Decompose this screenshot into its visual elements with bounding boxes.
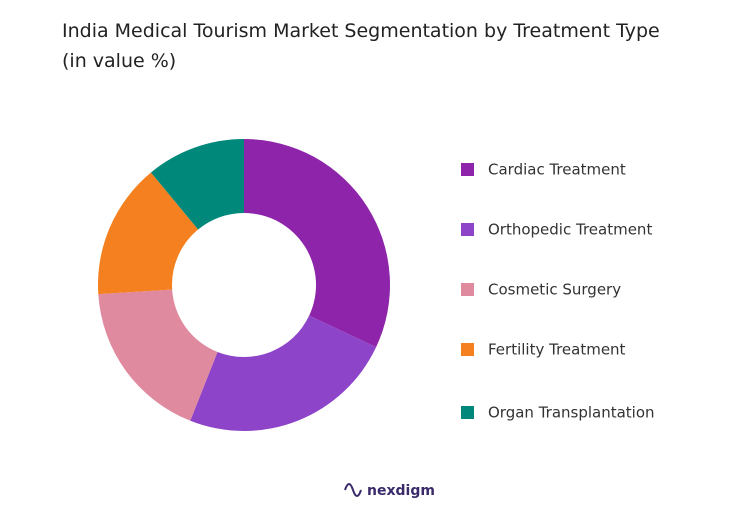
legend-label: Organ Transplantation (488, 404, 655, 422)
donut-slice (98, 289, 218, 421)
donut-slice (244, 139, 390, 348)
donut-slice (190, 315, 377, 432)
legend-swatch (461, 406, 474, 419)
donut-slice (98, 172, 199, 295)
donut-slice (150, 139, 244, 230)
brand-icon (344, 483, 362, 497)
legend-label: Cardiac Treatment (488, 161, 626, 179)
legend-swatch (461, 163, 474, 176)
legend-label: Orthopedic Treatment (488, 221, 652, 239)
legend-label: Fertility Treatment (488, 341, 626, 359)
legend-label: Cosmetic Surgery (488, 281, 621, 299)
chart-title: India Medical Tourism Market Segmentatio… (62, 20, 660, 72)
legend-swatch (461, 343, 474, 356)
brand-name: nexdigm (367, 483, 435, 499)
legend-swatch (461, 223, 474, 236)
legend-swatch (461, 283, 474, 296)
